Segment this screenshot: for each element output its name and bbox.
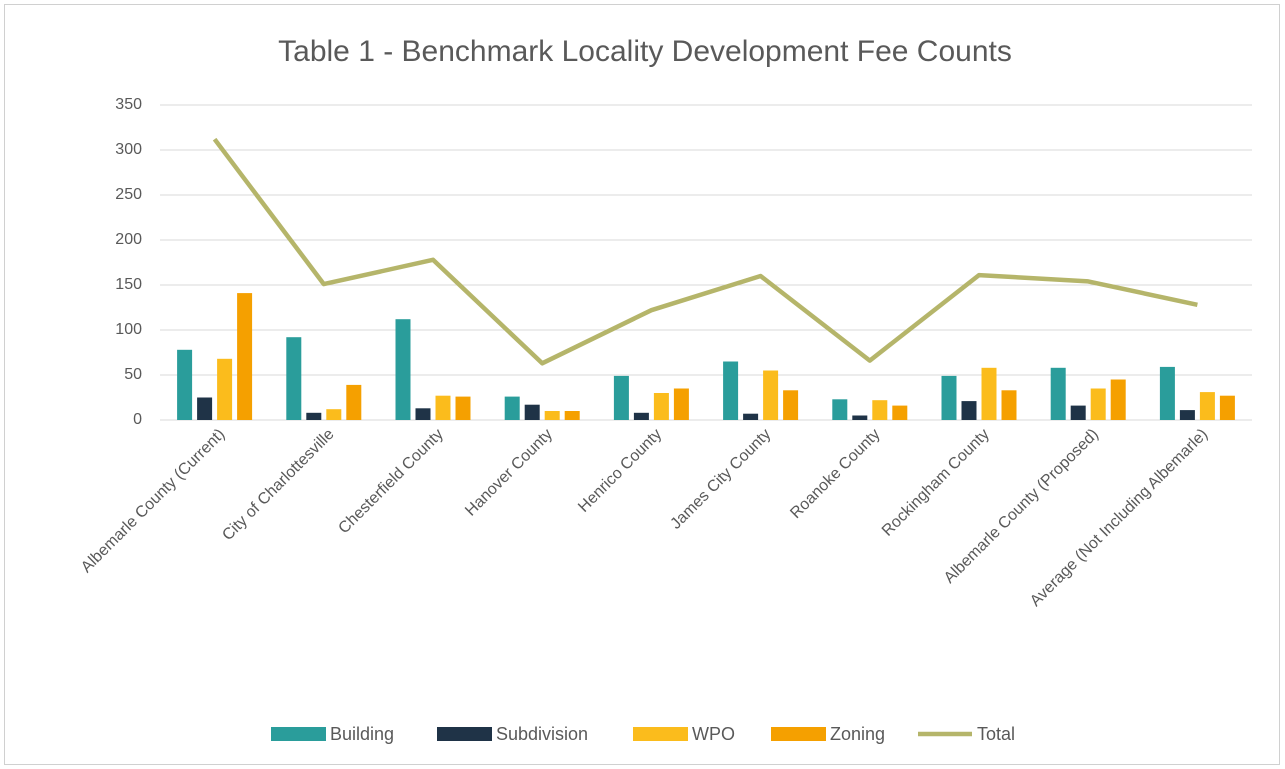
legend-label: Zoning: [830, 724, 885, 744]
y-tick-label: 150: [115, 276, 142, 293]
bar: [1050, 367, 1066, 420]
bar: [237, 293, 253, 420]
bar: [723, 361, 739, 420]
y-tick-label: 0: [133, 411, 142, 428]
y-tick-label: 200: [115, 231, 142, 248]
y-tick-label: 350: [115, 96, 142, 113]
legend-swatch: [771, 727, 826, 741]
bar: [1159, 366, 1175, 420]
bar: [763, 370, 779, 420]
y-tick-label: 300: [115, 141, 142, 158]
bar: [633, 412, 649, 420]
bar: [673, 388, 689, 420]
bar: [177, 349, 193, 420]
bar: [783, 390, 799, 420]
bar: [1199, 392, 1215, 420]
bar: [872, 400, 888, 420]
bar: [1070, 405, 1086, 420]
bar: [217, 358, 233, 420]
chart-border: [4, 4, 1280, 765]
bar: [653, 393, 669, 420]
bar: [306, 412, 322, 420]
bar: [286, 337, 302, 420]
legend-swatch: [633, 727, 688, 741]
bar: [1001, 390, 1017, 420]
bar: [941, 375, 957, 420]
bar: [852, 415, 868, 420]
bar: [1179, 410, 1195, 420]
bar: [504, 396, 520, 420]
bar: [326, 409, 342, 420]
legend-label: Total: [977, 724, 1015, 744]
bar: [1219, 395, 1235, 420]
legend-label: Building: [330, 724, 394, 744]
legend-swatch: [437, 727, 492, 741]
bar: [961, 401, 977, 420]
bar: [435, 395, 451, 420]
legend-swatch: [271, 727, 326, 741]
bar: [564, 411, 580, 420]
chart-title: Table 1 - Benchmark Locality Development…: [278, 35, 1012, 68]
bar: [981, 367, 997, 420]
bar: [613, 375, 629, 420]
bar: [544, 411, 560, 420]
bar: [1110, 379, 1126, 420]
bar: [455, 396, 471, 420]
legend-label: Subdivision: [496, 724, 588, 744]
bar: [832, 399, 848, 420]
line-series: [212, 137, 1198, 366]
legend-label: WPO: [692, 724, 735, 744]
bar: [892, 405, 908, 420]
bar: [743, 413, 759, 420]
bar: [197, 397, 213, 420]
bar: [524, 404, 540, 420]
bar: [346, 384, 362, 420]
bar: [415, 408, 431, 420]
y-tick-label: 250: [115, 186, 142, 203]
bar: [1090, 388, 1106, 420]
y-tick-label: 50: [124, 366, 142, 383]
bar: [395, 319, 411, 420]
y-tick-label: 100: [115, 321, 142, 338]
